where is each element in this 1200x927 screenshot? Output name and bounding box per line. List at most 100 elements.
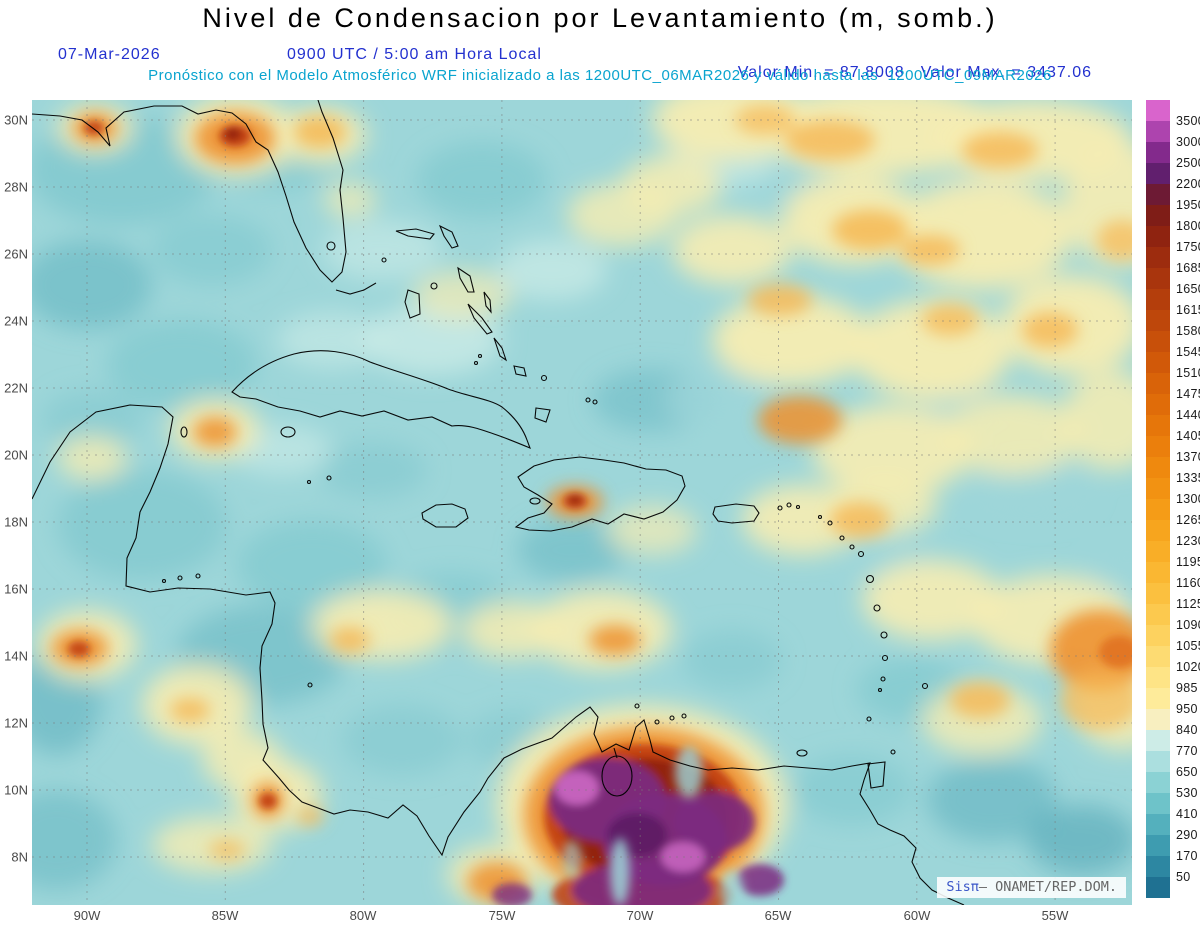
turks-caicos [592, 399, 598, 405]
field-blob [1027, 805, 1132, 875]
colorbar-label: 1750 [1176, 240, 1200, 254]
forecast-date: 07-Mar-2026 [58, 46, 161, 63]
field-blob [362, 305, 502, 375]
lat-tick-label: 22N [4, 380, 28, 396]
cat-island [483, 291, 492, 314]
colorbar-label: 3500 [1176, 114, 1200, 128]
st-lucia [881, 654, 889, 662]
lon-tick-label: 65W [764, 908, 792, 923]
colorbar-label: 1545 [1176, 345, 1200, 359]
colorbar-swatch [1146, 751, 1170, 772]
aruba [634, 703, 640, 709]
colorbar-label: 1800 [1176, 219, 1200, 233]
colorbar-swatch [1146, 415, 1170, 436]
value-range: Valor Min. = 87.8008 Valor Max. = 3437.06 [716, 46, 1108, 100]
colorbar-swatch [1146, 478, 1170, 499]
virgin-islands [795, 504, 801, 510]
lat-tick-label: 26N [4, 246, 28, 262]
colorbar-swatch [1146, 667, 1170, 688]
lat-tick-label: 28N [4, 179, 28, 195]
watermark-brand: Sisπ [946, 879, 979, 895]
value-min-label: Valor Min. = 87.8008 [737, 64, 905, 81]
field-blob [589, 625, 641, 655]
field-blob [667, 370, 777, 430]
colorbar-label: 1475 [1176, 387, 1200, 401]
field-blob [758, 396, 842, 444]
field-blob [610, 838, 630, 905]
colorbar-label: 1335 [1176, 471, 1200, 485]
lat-tick-label: 14N [4, 648, 28, 664]
andros-island [404, 289, 421, 319]
field-blob [42, 390, 142, 450]
colorbar-label: 1950 [1176, 198, 1200, 212]
lat-tick-label: 8N [11, 849, 28, 865]
grid-lines [32, 100, 1132, 905]
colorbar-swatch [1146, 835, 1170, 856]
inagua-island [534, 407, 551, 423]
st-martin [827, 520, 833, 526]
field-layer-extremes [68, 121, 1132, 905]
colorbar-label: 50 [1176, 870, 1191, 884]
field-blob [259, 793, 277, 809]
colorbar-label: 985 [1176, 681, 1198, 695]
bay-islands [161, 578, 167, 584]
colorbar-label: 1580 [1176, 324, 1200, 338]
isla-juventud [280, 426, 296, 438]
coastline-trinidad [867, 761, 886, 789]
field-blob [1062, 370, 1132, 470]
field-blob [900, 235, 960, 265]
field-blob [607, 505, 697, 555]
cayman-brac [306, 479, 312, 485]
field-blob [555, 771, 599, 805]
field-blob [569, 496, 581, 504]
grenadines [877, 687, 883, 693]
field-blob [84, 121, 104, 135]
field-blob [322, 220, 442, 280]
colorbar-swatch [1146, 625, 1170, 646]
colorbar-swatch [1146, 373, 1170, 394]
field-blob [152, 215, 272, 285]
colorbar-label: 1230 [1176, 534, 1200, 548]
lon-tick-label: 85W [211, 908, 239, 923]
colorbar-label: 1265 [1176, 513, 1200, 527]
field-blob [962, 132, 1038, 168]
st-vincent [880, 676, 886, 682]
colorbar-swatch [1146, 688, 1170, 709]
lon-tick-label: 90W [73, 908, 101, 923]
colorbar-label: 530 [1176, 786, 1198, 800]
martinique [880, 631, 888, 639]
colorbar-swatch [1146, 100, 1170, 121]
model-info-line: Pronóstico con el Modelo Atmosférico WRF… [148, 67, 1052, 84]
field-blob [330, 627, 370, 653]
lon-tick-label: 75W [488, 908, 516, 923]
colorbar-label: 1650 [1176, 282, 1200, 296]
lake-maracaibo [601, 755, 633, 797]
field-blob [927, 758, 1057, 842]
bonaire [669, 715, 675, 721]
maracaibo-channel [613, 747, 618, 759]
crooked-island [513, 365, 527, 377]
mayaguana [540, 374, 548, 382]
field-blob [892, 180, 1072, 290]
colorbar-swatch [1146, 289, 1170, 310]
colorbar-label: 1685 [1176, 261, 1200, 275]
field-blob [972, 462, 1092, 518]
anguilla [817, 514, 823, 520]
ragged-island [477, 353, 483, 359]
grand-bahama [395, 228, 435, 240]
colorbar-swatch [1146, 352, 1170, 373]
field-blob [712, 295, 872, 385]
colorbar-swatch [1146, 730, 1170, 751]
los-roques [681, 713, 687, 719]
colorbar-swatch [1146, 457, 1170, 478]
field-blob [170, 698, 210, 722]
colorbar-swatch [1146, 814, 1170, 835]
field-blob [324, 182, 376, 218]
lon-tick-label: 60W [903, 908, 931, 923]
colorbar-label: 1370 [1176, 450, 1200, 464]
colorbar-swatch [1146, 142, 1170, 163]
colorbar-label: 290 [1176, 828, 1198, 842]
colorbar-swatch [1146, 793, 1170, 814]
field-layer-cuts [562, 746, 744, 905]
field-blob [225, 128, 241, 140]
